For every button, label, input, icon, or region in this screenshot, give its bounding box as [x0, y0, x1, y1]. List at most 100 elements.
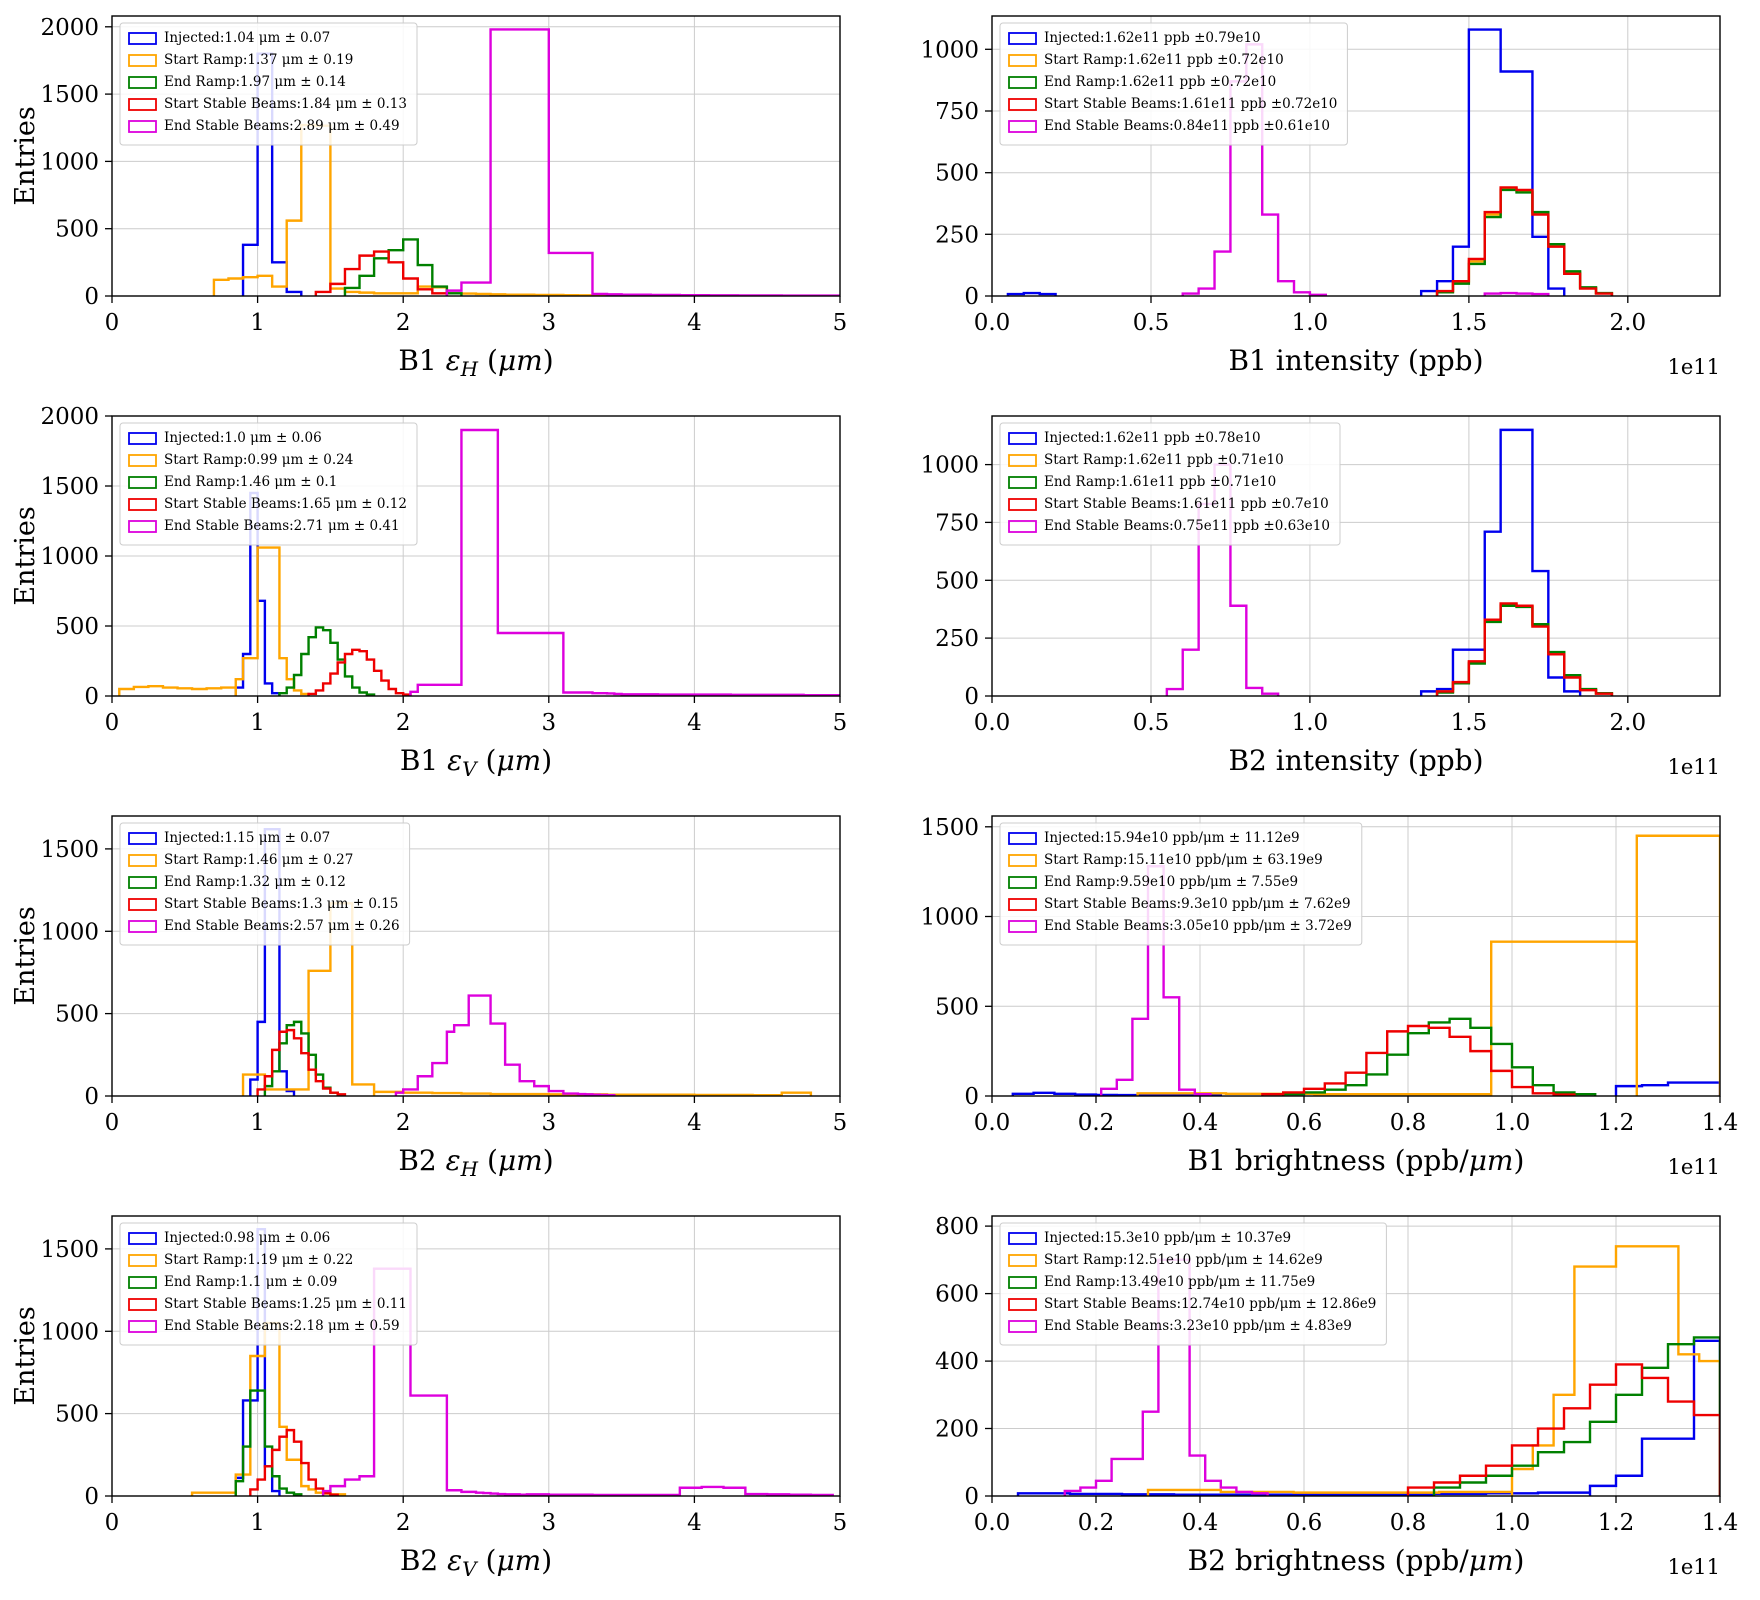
legend-label-start-stable-beams: Start Stable Beams:1.84 μm ± 0.13 [164, 96, 407, 112]
series-start-stable-beams [314, 250, 449, 296]
series-group [1011, 834, 1720, 1096]
x-tick-label: 1.0 [1494, 1510, 1531, 1536]
x-tick-label: 0.2 [1078, 1510, 1115, 1536]
plot-border [991, 815, 1721, 1097]
tick-marks [985, 1225, 1721, 1503]
legend-swatch-start-ramp [128, 54, 157, 67]
y-tick-label: 0 [84, 1084, 99, 1110]
legend: Injected:1.15 μm ± 0.07 Start Ramp:1.46 μ… [119, 822, 411, 946]
x-tick-label: 0.0 [974, 1110, 1011, 1136]
legend-swatch-start-ramp [128, 1254, 157, 1267]
x-tick-label: 0 [105, 710, 120, 736]
legend-swatch-end-ramp [1008, 476, 1037, 489]
legend-label-end-stable-beams: End Stable Beams:2.71 μm ± 0.41 [164, 518, 400, 534]
tick-marks [985, 463, 1629, 703]
x-tick-label: 0.0 [974, 1510, 1011, 1536]
x-tick-label: 1 [250, 1510, 265, 1536]
y-tick-label: 1500 [40, 1237, 99, 1263]
y-tick-label: 1000 [40, 1319, 99, 1345]
x-axis-label: B2 brightness (ppb/μm) [1188, 1544, 1525, 1577]
legend: Injected:1.62e11 ppb ±0.78e10 Start Ramp:… [999, 422, 1341, 546]
legend-swatch-end-stable-beams [128, 920, 157, 933]
legend-swatch-end-ramp [1008, 76, 1037, 89]
series-start-stable-beams [307, 648, 412, 696]
legend-swatch-start-stable-beams [1008, 98, 1037, 111]
legend-swatch-start-ramp [1008, 1254, 1037, 1267]
legend-label-injected: Injected:15.94e10 ppb/μm ± 11.12e9 [1044, 830, 1300, 846]
legend-swatch-injected [128, 832, 157, 845]
tick-marks [985, 826, 1721, 1103]
series-end-stable-beams [321, 1267, 834, 1496]
chart-cell-b1-emittance-h: 0 1 2 3 4 5 0 500 1000 1500 2000 B1 εH (μm) Entries I… [0, 0, 880, 400]
legend-label-injected: Injected:1.15 μm ± 0.07 [164, 830, 330, 846]
plot-border [111, 15, 841, 297]
legend-swatch-start-stable-beams [128, 498, 157, 511]
y-tick-label: 0 [964, 684, 979, 710]
legend-swatch-start-ramp [128, 854, 157, 867]
legend-box [119, 1222, 418, 1346]
x-tick-label: 2.0 [1610, 710, 1647, 736]
series-end-ramp [1282, 1017, 1597, 1096]
x-axis-label: B1 εV (μm) [400, 744, 552, 781]
chart-cell-b2-brightness: 0.0 0.2 0.4 0.6 0.8 1.0 1.2 1.4 0 200 400 600 800 B2 … [880, 1200, 1760, 1600]
chart-cell-b1-intensity: 0.0 0.5 1.0 1.5 2.0 0 250 500 750 1000 B1 intensit… [880, 0, 1760, 400]
x-tick-label: 1 [250, 310, 265, 336]
series-end-ramp [278, 626, 376, 696]
series-injected [1016, 1339, 1720, 1496]
chart-b2-brightness: 0.0 0.2 0.4 0.6 0.8 1.0 1.2 1.4 0 200 400 600 800 B2 … [935, 1214, 1738, 1579]
legend-label-end-stable-beams: End Stable Beams:3.23e10 ppb/μm ± 4.83e9 [1044, 1318, 1352, 1334]
y-tick-label: 1500 [920, 815, 979, 841]
y-tick-label: 800 [935, 1214, 979, 1240]
y-tick-label: 500 [935, 161, 979, 187]
y-tick-label: 1000 [40, 544, 99, 570]
x-tick-label: 1.0 [1292, 710, 1329, 736]
x-tick-label: 0.8 [1390, 1110, 1427, 1136]
legend-label-injected: Injected:0.98 μm ± 0.06 [164, 1230, 330, 1246]
x-tick-label: 2.0 [1610, 310, 1647, 336]
y-axis-label: Entries [10, 1306, 41, 1405]
legend-swatch-start-ramp [128, 454, 157, 467]
chart-cell-b1-brightness: 0.0 0.2 0.4 0.6 0.8 1.0 1.2 1.4 0 500 1000 1500 B1 b… [880, 800, 1760, 1200]
series-start-ramp [1136, 834, 1720, 1096]
legend-swatch-start-stable-beams [1008, 1298, 1037, 1311]
tick-marks [105, 415, 841, 703]
y-tick-label: 750 [935, 99, 979, 125]
y-tick-label: 500 [55, 1002, 99, 1028]
legend-label-start-ramp: Start Ramp:0.99 μm ± 0.24 [164, 452, 353, 468]
legend-label-end-ramp: End Ramp:1.46 μm ± 0.1 [164, 474, 337, 490]
x-tick-label: 5 [833, 1510, 848, 1536]
legend-swatch-end-ramp [128, 1276, 157, 1289]
y-tick-label: 1500 [40, 837, 99, 863]
x-tick-label: 1.5 [1451, 710, 1488, 736]
legend-swatch-injected [1008, 1232, 1037, 1245]
x-axis-label: B1 intensity (ppb) [1228, 344, 1483, 377]
y-tick-label: 200 [935, 1417, 979, 1443]
y-tick-label: 1000 [920, 905, 979, 931]
x-tick-label: 4 [687, 310, 702, 336]
series-end-ramp [1435, 188, 1614, 296]
x-tick-label: 1 [250, 1110, 265, 1136]
legend-box [999, 822, 1363, 946]
y-tick-label: 0 [84, 1484, 99, 1510]
x-tick-label: 1.0 [1494, 1110, 1531, 1136]
y-tick-label: 400 [935, 1349, 979, 1375]
legend-label-start-stable-beams: Start Stable Beams:9.3e10 ppb/μm ± 7.62e… [1044, 896, 1351, 912]
y-tick-label: 1000 [40, 919, 99, 945]
x-tick-label: 2 [396, 1110, 411, 1136]
legend-swatch-start-stable-beams [128, 98, 157, 111]
legend-box [999, 1222, 1387, 1346]
legend-label-injected: Injected:1.0 μm ± 0.06 [164, 430, 322, 446]
legend-box [119, 822, 411, 946]
y-tick-label: 1000 [920, 453, 979, 479]
axis-offset-label: 1e11 [1667, 355, 1720, 379]
legend: Injected:15.94e10 ppb/μm ± 11.12e9 Start … [999, 822, 1363, 946]
series-start-stable-beams [249, 1428, 339, 1496]
y-axis-label: Entries [10, 506, 41, 605]
axis-offset-label: 1e11 [1667, 1155, 1720, 1179]
x-tick-label: 4 [687, 1510, 702, 1536]
series-group [118, 428, 840, 696]
legend-label-end-ramp: End Ramp:1.97 μm ± 0.14 [164, 74, 346, 90]
legend-box [999, 22, 1348, 146]
chart-cell-b2-emittance-h: 0 1 2 3 4 5 0 500 1000 1500 B2 εH (μm) Entries Injec… [0, 800, 880, 1200]
